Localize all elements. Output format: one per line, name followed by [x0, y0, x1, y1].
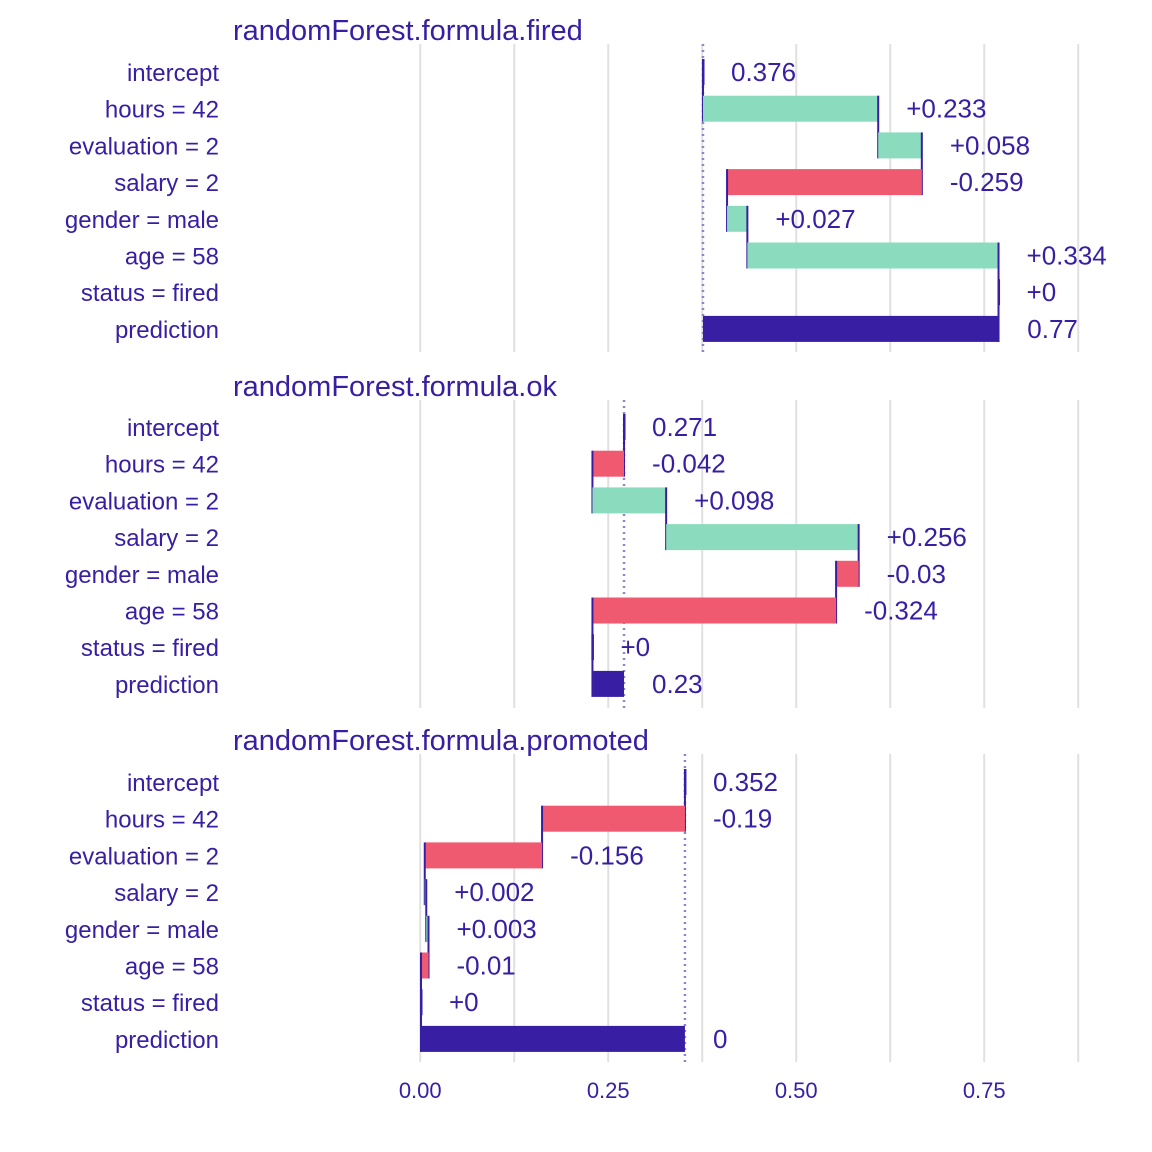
value-label: 0.376	[731, 57, 796, 87]
bar-prediction	[420, 1025, 685, 1052]
row-label: prediction	[115, 317, 219, 344]
row-label: intercept	[127, 415, 219, 442]
value-label: -0.19	[713, 804, 772, 834]
value-label: +0.334	[1027, 241, 1107, 271]
bar-pos	[666, 524, 859, 551]
row-label: hours = 42	[105, 97, 219, 124]
value-label: -0.01	[457, 951, 516, 981]
bar-pos	[592, 487, 667, 514]
x-tick-label: 0.00	[399, 1078, 442, 1103]
bar-neg	[420, 952, 429, 979]
row-label: age = 58	[125, 954, 219, 981]
row-label: salary = 2	[114, 525, 219, 552]
value-label: +0.233	[906, 94, 986, 124]
row-label: intercept	[127, 60, 219, 87]
value-label: +0.002	[454, 877, 534, 907]
row-label: age = 58	[125, 599, 219, 626]
value-label: +0	[620, 632, 650, 662]
row-label: intercept	[127, 770, 219, 797]
bar-neg	[424, 842, 543, 869]
row-label: gender = male	[65, 917, 219, 944]
value-label: -0.156	[570, 840, 644, 870]
bar-neg	[727, 169, 922, 196]
row-label: status = fired	[81, 635, 219, 662]
row-label: prediction	[115, 672, 219, 699]
row-label: prediction	[115, 1027, 219, 1054]
value-label: 0.23	[652, 669, 703, 699]
bar-pos	[878, 132, 922, 159]
bar-neg	[592, 450, 625, 477]
row-label: status = fired	[81, 280, 219, 307]
value-label: -0.03	[887, 559, 946, 589]
row-label: evaluation = 2	[69, 843, 219, 870]
bar-pos	[747, 242, 999, 269]
x-tick-label: 0.25	[587, 1078, 630, 1103]
value-label: -0.259	[950, 167, 1024, 197]
value-label: +0.098	[694, 485, 774, 515]
row-label: evaluation = 2	[69, 133, 219, 160]
value-label: 0.77	[1027, 314, 1078, 344]
bar-pos	[702, 95, 879, 122]
x-tick-label: 0.75	[963, 1078, 1006, 1103]
value-label: -0.042	[652, 449, 726, 479]
value-label: +0.027	[775, 204, 855, 234]
value-label: 0.352	[713, 767, 778, 797]
panel-title: randomForest.formula.fired	[233, 15, 583, 47]
row-label: gender = male	[65, 207, 219, 234]
bar-pos	[727, 205, 748, 232]
value-label: 0	[713, 1024, 727, 1054]
value-label: +0	[449, 987, 479, 1017]
value-label: +0.058	[950, 130, 1030, 160]
value-label: +0.003	[457, 914, 537, 944]
value-label: -0.324	[864, 596, 938, 626]
value-label: +0.256	[887, 522, 967, 552]
row-label: hours = 42	[105, 807, 219, 834]
row-label: salary = 2	[114, 170, 219, 197]
value-label: 0.271	[652, 412, 717, 442]
bar-neg	[542, 805, 685, 832]
bar-pos	[426, 915, 429, 942]
bar-prediction	[593, 670, 625, 697]
panel-title: randomForest.formula.promoted	[233, 725, 649, 757]
bar-neg	[836, 560, 859, 587]
bar-prediction	[702, 315, 1000, 342]
value-label: +0	[1027, 277, 1057, 307]
row-label: hours = 42	[105, 452, 219, 479]
row-label: gender = male	[65, 562, 219, 589]
row-label: evaluation = 2	[69, 488, 219, 515]
row-label: salary = 2	[114, 880, 219, 907]
bar-neg	[592, 597, 837, 624]
x-tick-label: 0.50	[775, 1078, 818, 1103]
panel-title: randomForest.formula.ok	[233, 371, 557, 403]
row-label: age = 58	[125, 244, 219, 271]
row-label: status = fired	[81, 990, 219, 1017]
